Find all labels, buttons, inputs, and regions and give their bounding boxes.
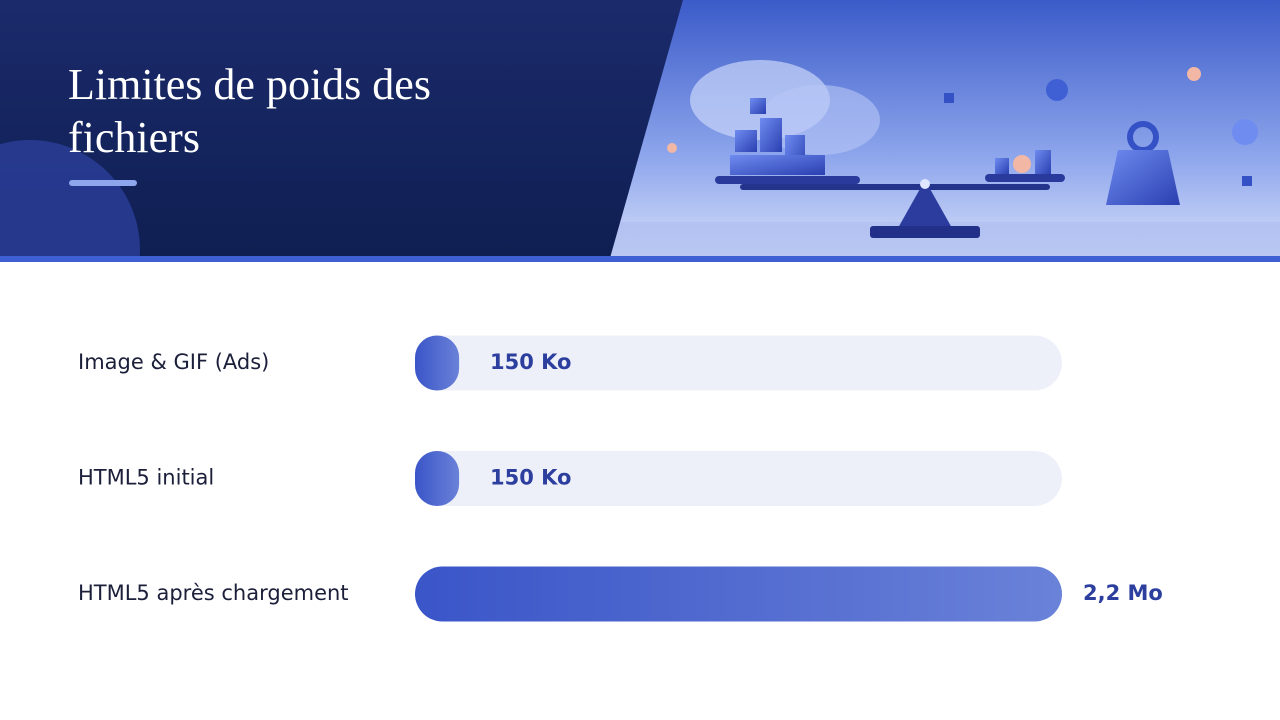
value-label: 2,2 Mo [1083, 581, 1163, 605]
cubes-left [730, 98, 825, 175]
category-label: HTML5 initial [78, 466, 214, 490]
bar-track [415, 451, 1062, 506]
scale [715, 150, 1065, 238]
category-label: Image & GIF (Ads) [78, 350, 269, 374]
value-label: 150 Ko [490, 350, 571, 374]
chart: Image & GIF (Ads) 150 Ko HTML5 initial 150 … [78, 335, 1163, 622]
slide-title: Limites de poids des fichiers [68, 60, 431, 162]
header-illustration [0, 0, 1280, 262]
category-label: HTML5 après chargement [78, 581, 349, 605]
weight [1106, 121, 1180, 205]
bar-track [415, 335, 1062, 391]
bar [415, 335, 460, 391]
bar [415, 451, 460, 506]
value-label: 150 Ko [490, 466, 571, 490]
bar [415, 566, 1062, 622]
